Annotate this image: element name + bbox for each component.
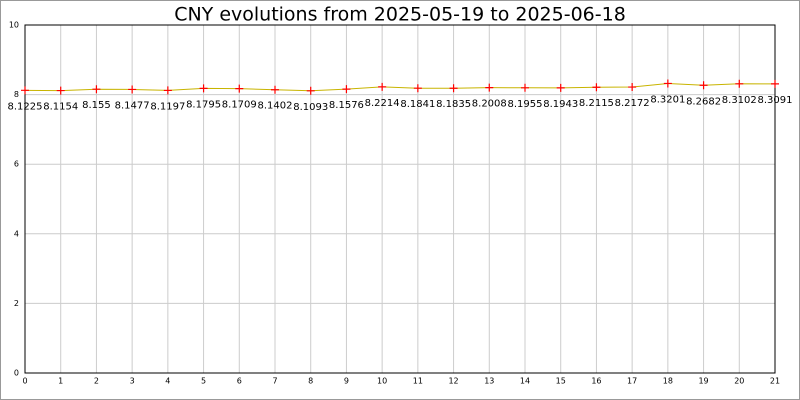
value-label: 8.1477 [115, 100, 150, 111]
x-tick-label: 15 [556, 377, 566, 386]
data-point [271, 85, 279, 94]
y-tick-label: 0 [14, 369, 19, 378]
x-tick-label: 2 [94, 377, 99, 386]
x-tick-label: 4 [165, 377, 170, 386]
data-point [663, 79, 672, 88]
x-tick-label: 8 [308, 377, 313, 386]
data-point [56, 86, 65, 95]
value-label: 8.1795 [186, 99, 221, 110]
value-label: 8.2172 [615, 98, 650, 109]
data-point [378, 82, 387, 91]
value-label: 8.1402 [258, 101, 293, 112]
x-tick-label: 17 [627, 377, 637, 386]
x-tick-label: 10 [377, 377, 387, 386]
value-label: 8.1955 [508, 99, 543, 110]
plot-border [24, 24, 776, 374]
value-label: 8.3201 [650, 94, 685, 105]
data-point [306, 86, 315, 95]
x-tick-label: 13 [484, 377, 494, 386]
value-label: 8.3102 [722, 95, 757, 106]
x-tick-label: 20 [734, 377, 744, 386]
x-tick-label: 9 [344, 377, 349, 386]
y-tick-label: 4 [14, 229, 19, 238]
value-label: 8.1709 [222, 100, 257, 111]
value-label: 8.3091 [758, 95, 793, 106]
data-point [199, 84, 208, 93]
x-tick-label: 11 [413, 377, 423, 386]
data-point [92, 85, 101, 94]
data-point [521, 83, 529, 92]
data-point [699, 81, 708, 90]
y-tick-label: 6 [14, 160, 19, 169]
x-tick-label: 16 [591, 377, 601, 386]
x-tick-label: 1 [58, 377, 63, 386]
data-point [592, 83, 601, 92]
x-tick-label: 0 [22, 377, 27, 386]
data-point [771, 79, 779, 88]
data-point [735, 79, 744, 88]
value-label: 8.2682 [686, 96, 721, 107]
value-label: 8.2214 [365, 98, 400, 109]
y-tick-label: 2 [14, 299, 19, 308]
value-label: 8.1154 [43, 102, 78, 113]
data-point [413, 84, 422, 93]
x-tick-label: 19 [698, 377, 708, 386]
value-label: 8.1835 [436, 99, 471, 110]
x-tick-label: 21 [770, 377, 780, 386]
data-point [21, 86, 29, 95]
value-label: 8.2008 [472, 99, 507, 110]
value-label: 8.1841 [400, 99, 435, 110]
x-tick-label: 5 [201, 377, 206, 386]
data-point [449, 84, 458, 93]
data-point [163, 86, 172, 95]
x-tick-label: 6 [237, 377, 242, 386]
value-label: 8.155 [82, 100, 111, 111]
data-point [485, 83, 494, 92]
y-tick-label: 10 [9, 21, 19, 30]
x-tick-label: 12 [448, 377, 458, 386]
value-label: 8.2115 [579, 98, 614, 109]
value-label: 8.1576 [329, 100, 364, 111]
value-label: 8.1197 [150, 101, 185, 112]
value-label: 8.1093 [293, 102, 328, 113]
x-tick-label: 18 [663, 377, 673, 386]
data-point [556, 83, 565, 92]
value-label: 8.1943 [543, 99, 578, 110]
y-tick-label: 8 [14, 90, 19, 99]
data-line [24, 82, 776, 92]
value-label: 8.1225 [8, 101, 43, 112]
data-point [628, 83, 637, 92]
data-point [128, 85, 137, 94]
x-tick-label: 7 [272, 377, 277, 386]
x-tick-label: 14 [520, 377, 530, 386]
data-point [235, 84, 244, 93]
data-point [342, 85, 351, 94]
chart-title: CNY evolutions from 2025-05-19 to 2025-0… [174, 4, 626, 26]
x-tick-label: 3 [130, 377, 135, 386]
